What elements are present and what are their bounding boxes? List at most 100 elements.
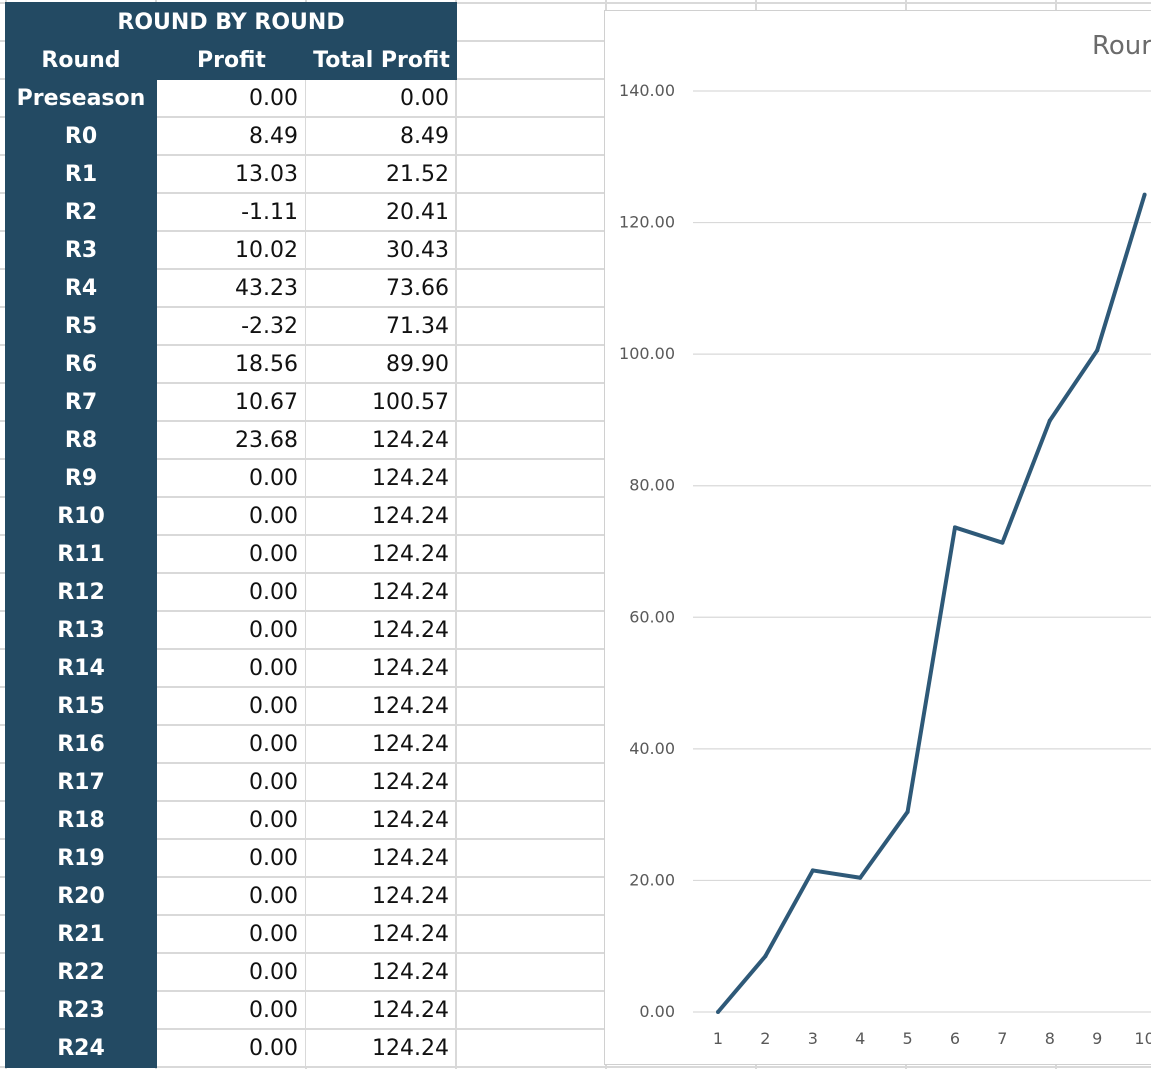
profit-cell[interactable]: 0.00 [159,1030,304,1066]
total-profit-cell[interactable]: 20.41 [306,194,455,230]
profit-cell[interactable]: 0.00 [159,612,304,648]
round-cell[interactable]: R22 [5,954,157,992]
x-tick-label: 3 [808,1029,818,1048]
total-profit-cell[interactable]: 124.24 [306,916,455,952]
profit-cell[interactable]: 23.68 [159,422,304,458]
total-profit-cell[interactable]: 124.24 [306,422,455,458]
x-tick-label: 8 [1045,1029,1055,1048]
round-cell[interactable]: R4 [5,270,157,308]
total-profit-cell[interactable]: 124.24 [306,498,455,534]
profit-cell[interactable]: 0.00 [159,916,304,952]
profit-cell[interactable]: 0.00 [159,80,304,116]
profit-cell[interactable]: 0.00 [159,498,304,534]
round-cell[interactable]: R13 [5,612,157,650]
round-cell[interactable]: R3 [5,232,157,270]
round-cell[interactable]: R20 [5,878,157,916]
round-cell[interactable]: R14 [5,650,157,688]
column-header-profit[interactable]: Profit [197,48,266,73]
round-cell[interactable]: R17 [5,764,157,802]
round-cell[interactable]: R19 [5,840,157,878]
total-profit-cell[interactable]: 124.24 [306,992,455,1028]
total-profit-cell[interactable]: 124.24 [306,840,455,876]
profit-cell[interactable]: 10.67 [159,384,304,420]
round-cell[interactable]: R7 [5,384,157,422]
column-header-total-profit[interactable]: Total Profit [313,48,450,73]
round-cell[interactable]: R8 [5,422,157,460]
data-point [905,809,910,814]
profit-cell[interactable]: 13.03 [159,156,304,192]
profit-cell[interactable]: 0.00 [159,726,304,762]
total-profit-cell[interactable]: 21.52 [306,156,455,192]
total-profit-cell[interactable]: 124.24 [306,764,455,800]
total-profit-cell[interactable]: 100.57 [306,384,455,420]
profit-cell[interactable]: 0.00 [159,574,304,610]
total-profit-cell[interactable]: 124.24 [306,802,455,838]
column-header-round[interactable]: Round [41,48,121,73]
profit-cell[interactable]: 0.00 [159,688,304,724]
y-tick-label: 140.00 [619,81,675,100]
profit-cell[interactable]: 0.00 [159,992,304,1028]
total-profit-cell[interactable]: 124.24 [306,460,455,496]
round-cell[interactable]: R6 [5,346,157,384]
data-point [716,1010,720,1014]
round-cell[interactable]: R23 [5,992,157,1030]
total-profit-cell[interactable]: 71.34 [306,308,455,344]
data-point [810,868,815,873]
round-cell[interactable]: R16 [5,726,157,764]
profit-cell[interactable]: -1.11 [159,194,304,230]
round-cell[interactable]: R9 [5,460,157,498]
round-cell[interactable]: R12 [5,574,157,612]
round-cell[interactable]: R18 [5,802,157,840]
round-cell[interactable]: R10 [5,498,157,536]
round-cell[interactable]: R0 [5,118,157,156]
total-profit-cell[interactable]: 89.90 [306,346,455,382]
round-cell[interactable]: R24 [5,1030,157,1068]
round-cell[interactable]: R5 [5,308,157,346]
chart-plot: 0.00 20.00 40.00 60.00 80.00 100.00 120.00 140.… [619,81,1151,1048]
total-profit-cell[interactable]: 124.24 [306,612,455,648]
total-profit-cell[interactable]: 124.24 [306,688,455,724]
data-point [1000,540,1005,545]
total-profit-cell[interactable]: 124.24 [306,574,455,610]
round-cell[interactable]: R11 [5,536,157,574]
cumulative-profit-chart[interactable]: Rour 0.00 20.00 40.00 60.00 80.00 100.00 120.0… [604,10,1151,1065]
round-cell[interactable]: R2 [5,194,157,232]
x-tick-label: 2 [760,1029,770,1048]
profit-cell[interactable]: 8.49 [159,118,304,154]
profit-cell[interactable]: 43.23 [159,270,304,306]
total-profit-cell[interactable]: 124.24 [306,536,455,572]
profit-cell[interactable]: 18.56 [159,346,304,382]
profit-cell[interactable]: 0.00 [159,840,304,876]
round-cell[interactable]: R15 [5,688,157,726]
y-tick-label: 60.00 [629,607,675,626]
total-profit-cell[interactable]: 124.24 [306,1030,455,1066]
total-profit-cell[interactable]: 124.24 [306,878,455,914]
profit-cell[interactable]: 0.00 [159,878,304,914]
profit-cell[interactable]: 0.00 [159,802,304,838]
series-line[interactable] [716,194,1147,1014]
profit-cell[interactable]: -2.32 [159,308,304,344]
round-cell[interactable]: Preseason [5,80,157,118]
total-profit-cell[interactable]: 30.43 [306,232,455,268]
table-title: ROUND BY ROUND [117,10,345,35]
round-cell[interactable]: R21 [5,916,157,954]
profit-cell[interactable]: 0.00 [159,460,304,496]
x-tick-label: 4 [855,1029,865,1048]
profit-cell[interactable]: 10.02 [159,232,304,268]
profit-cell[interactable]: 0.00 [159,536,304,572]
profit-cell[interactable]: 0.00 [159,764,304,800]
total-profit-cell[interactable]: 124.24 [306,650,455,686]
total-profit-cell[interactable]: 8.49 [306,118,455,154]
total-profit-cell[interactable]: 124.24 [306,954,455,990]
y-tick-label: 40.00 [629,739,675,758]
total-profit-cell[interactable]: 0.00 [306,80,455,116]
total-profit-cell[interactable]: 124.24 [306,726,455,762]
profit-cell[interactable]: 0.00 [159,954,304,990]
profit-cell[interactable]: 0.00 [159,650,304,686]
x-tick-label: 9 [1092,1029,1102,1048]
round-cell[interactable]: R1 [5,156,157,194]
total-profit-cell[interactable]: 73.66 [306,270,455,306]
y-tick-label: 80.00 [629,476,675,495]
x-tick-label: 6 [950,1029,960,1048]
data-point [1142,192,1147,197]
